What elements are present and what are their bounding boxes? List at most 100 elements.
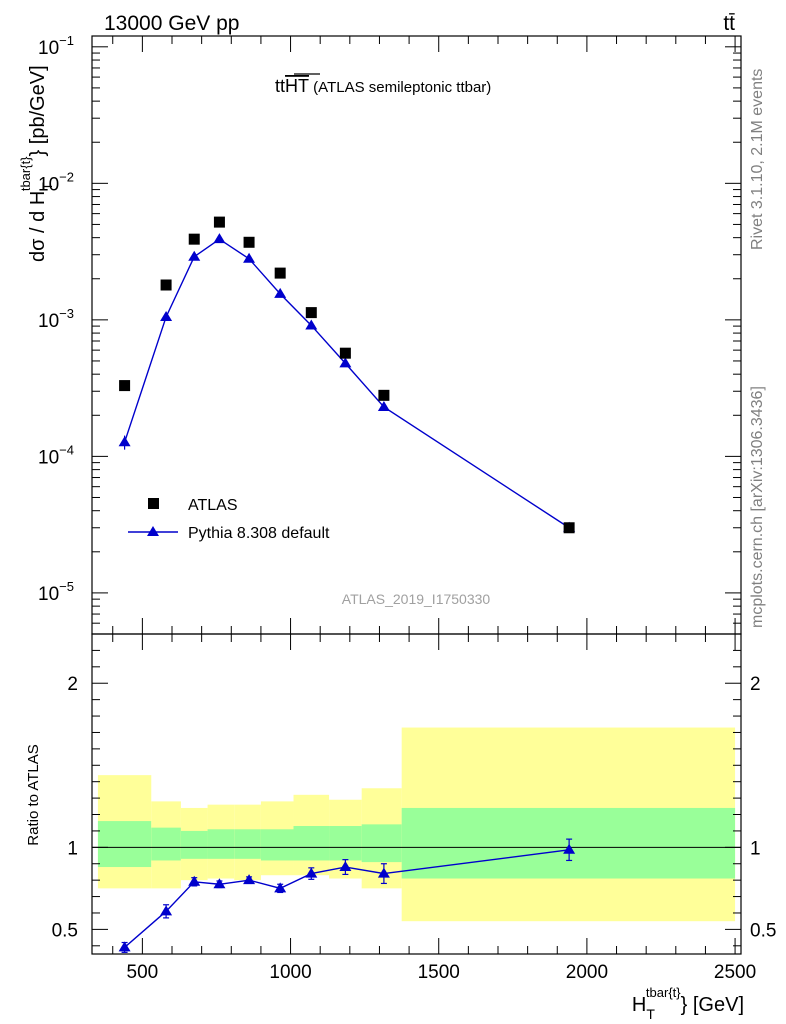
main-y-tick-labels: 10−110−210−310−410−5 <box>38 33 74 605</box>
ratio-axis-ticks <box>92 634 741 954</box>
ratio-y-tick-label-right: 2 <box>750 674 761 695</box>
main-y-tick-exp: −2 <box>59 169 74 184</box>
ratio-mc-point <box>188 875 201 886</box>
ratio-plot-frame <box>91 633 742 955</box>
main-panel: 10−110−210−310−410−5 ttHT (ATLAS semilep… <box>18 33 742 635</box>
x-tick-label: 500 <box>127 962 159 983</box>
main-axis-ticks <box>92 36 741 634</box>
main-y-tick-label: 10−5 <box>38 579 74 605</box>
mc-point <box>305 319 318 330</box>
process-label: tt̄ <box>723 12 735 35</box>
main-y-tick-base: 10 <box>38 584 59 605</box>
ratio-mc-point <box>160 905 173 916</box>
ratio-mc-point <box>339 861 352 872</box>
ratio-y-tick-label-left: 0.5 <box>52 920 78 941</box>
mcplots-label: mcplots.cern.ch [arXiv:1306.3436] <box>749 386 766 628</box>
ratio-y-axis-title: Ratio to ATLAS <box>25 744 42 845</box>
main-y-title-post: } [pb/GeV] <box>27 65 49 156</box>
mc-series <box>118 233 576 532</box>
legend-marker-pythia <box>147 526 159 536</box>
plot-title-suffix: (ATLAS semileptonic ttbar) <box>309 79 491 96</box>
ratio-panel: 0.5 0.51 12 2500 1000 1500 2000 2500 Ratio to A… <box>25 633 777 1022</box>
stat-uncertainty-band <box>329 826 362 861</box>
stat-uncertainty-band <box>234 829 261 859</box>
main-y-title-pre: dσ / d H <box>27 191 49 262</box>
x-title-post: } [GeV] <box>681 994 744 1016</box>
main-y-tick-exp: −5 <box>59 579 74 594</box>
data-point <box>119 380 131 392</box>
ratio-mc-point <box>563 843 576 854</box>
main-y-tick-label: 10−1 <box>38 33 74 59</box>
main-y-title-sub: T <box>39 182 55 191</box>
ratio-mc-line <box>124 849 570 948</box>
main-y-tick-exp: −1 <box>59 33 74 48</box>
main-y-tick-label: 10−2 <box>38 169 74 195</box>
plot-title-main: tt <box>275 76 285 96</box>
ratio-mc-point <box>118 941 131 952</box>
main-y-axis-title: dσ / d HTtbar{t}} [pb/GeV] <box>18 65 55 262</box>
legend-marker-atlas <box>148 498 159 509</box>
x-tick-label: 1000 <box>269 962 311 983</box>
mc-point <box>188 250 201 261</box>
ratio-mc-point <box>213 878 226 889</box>
analysis-watermark: ATLAS_2019_I1750330 <box>342 591 491 607</box>
stat-uncertainty-band <box>151 827 181 861</box>
plot-title: ttHT (ATLAS semileptonic ttbar) <box>275 76 491 96</box>
data-point <box>339 347 351 359</box>
x-title-pre: H <box>632 994 646 1016</box>
ratio-tick-labels: 0.5 0.51 12 2500 1000 1500 2000 2500 <box>52 674 777 983</box>
main-y-tick-base: 10 <box>38 447 59 468</box>
ratio-mc-point <box>243 874 256 885</box>
legend-label-atlas: ATLAS <box>188 497 238 514</box>
mc-line <box>123 238 570 529</box>
mc-point <box>213 233 226 244</box>
stat-uncertainty-band <box>401 807 736 879</box>
data-point <box>378 389 390 401</box>
rivet-label: Rivet 3.1.10, 2.1M events <box>749 69 766 250</box>
main-y-tick-label: 10−4 <box>38 442 74 468</box>
main-y-tick-base: 10 <box>38 174 59 195</box>
legend: ATLAS Pythia 8.308 default <box>128 497 330 542</box>
x-tick-label: 1500 <box>418 962 460 983</box>
main-y-tick-base: 10 <box>38 311 59 332</box>
data-series <box>119 216 575 534</box>
ratio-y-tick-label-left: 1 <box>67 838 78 859</box>
x-tick-label: 2500 <box>714 962 756 983</box>
stat-uncertainty-band <box>293 826 330 861</box>
main-y-tick-exp: −3 <box>59 306 74 321</box>
stat-uncertainty-band <box>180 830 208 859</box>
stat-uncertainty-band <box>207 829 235 859</box>
main-y-title-sup: tbar{t} <box>18 156 33 191</box>
stat-uncertainty-band <box>361 824 402 863</box>
x-title-sup: tbar{t} <box>646 985 681 1000</box>
mc-point <box>274 287 287 298</box>
data-point <box>213 216 225 228</box>
plot-title-overline: HT <box>285 76 309 96</box>
x-tick-label: 2000 <box>566 962 608 983</box>
ratio-y-tick-label-right: 1 <box>750 838 761 859</box>
mc-point <box>377 400 390 411</box>
data-point <box>160 279 172 291</box>
mc-point <box>160 310 173 321</box>
main-y-tick-exp: −4 <box>59 442 74 457</box>
data-point <box>305 307 317 319</box>
ratio-mc-point <box>305 867 318 878</box>
data-point <box>243 236 255 248</box>
stat-uncertainty-band <box>97 821 152 868</box>
main-y-tick-label: 10−3 <box>38 306 74 332</box>
energy-label: 13000 GeV pp <box>104 12 239 35</box>
data-point <box>563 522 575 534</box>
ratio-uncertainty-bands <box>97 727 736 922</box>
mc-point <box>118 436 131 447</box>
x-axis-title: HTtbar{t}} [GeV] <box>632 985 744 1022</box>
mc-point <box>243 252 256 263</box>
main-y-tick-base: 10 <box>38 38 59 59</box>
ratio-mc-point <box>274 882 287 893</box>
ratio-y-tick-label-right: 0.5 <box>750 920 776 941</box>
ratio-mc-point <box>377 867 390 878</box>
mc-point <box>339 357 352 368</box>
legend-label-pythia: Pythia 8.308 default <box>188 525 330 542</box>
ratio-y-tick-label-left: 2 <box>67 674 78 695</box>
stat-uncertainty-band <box>260 829 294 861</box>
